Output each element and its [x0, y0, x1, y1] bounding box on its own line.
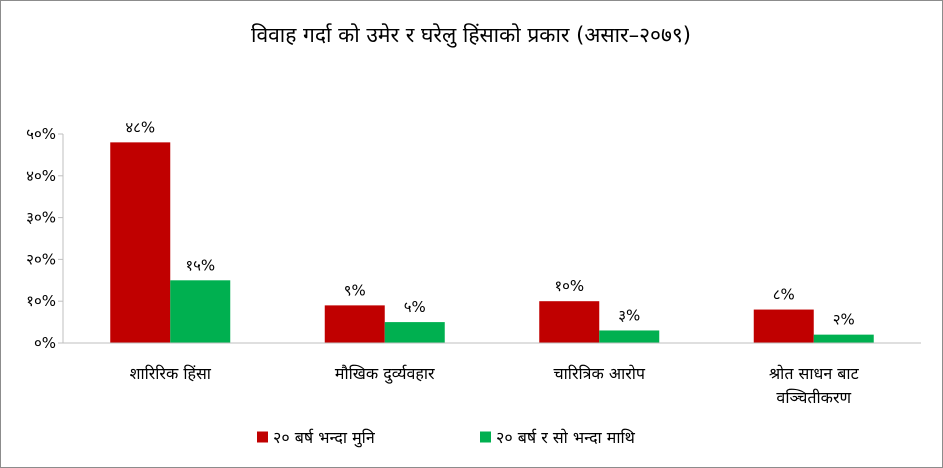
bars [110, 142, 874, 343]
legend: २० बर्ष भन्दा मुनि २० बर्ष र सो भन्दा माथ… [257, 428, 636, 448]
y-tick-label: ३०% [26, 209, 56, 227]
chart-title: विवाह गर्दा को उमेर र घरेलु हिंसाको प्रक… [251, 23, 691, 48]
legend-swatch-20-and-above [480, 431, 491, 443]
category-label: श्रोत साधन बाट [769, 364, 860, 383]
y-tick-label: ०% [34, 334, 56, 352]
data-label: ४८% [125, 118, 155, 136]
legend-label: २० बर्ष भन्दा मुनि [273, 428, 376, 448]
data-label: ५% [404, 298, 426, 316]
y-axis: ०% १०% २०% ३०% ४०% ५०% [26, 125, 64, 352]
bar-under-20 [539, 301, 600, 343]
data-label: ३% [618, 306, 640, 324]
bar-20-and-above [813, 334, 874, 343]
category-label: शारिरिक हिंसा [130, 364, 212, 383]
data-label: ८% [773, 286, 795, 304]
data-label: २% [833, 311, 855, 329]
bar-under-20 [110, 142, 171, 343]
x-axis: शारिरिक हिंसा मौखिक दुर्व्यवहार चारित्रिक … [63, 342, 921, 407]
data-label: ९% [344, 281, 366, 299]
data-label: १०% [554, 277, 584, 295]
y-tick-label: १०% [26, 292, 56, 310]
category-label: मौखिक दुर्व्यवहार [335, 364, 435, 384]
data-label: १५% [185, 256, 215, 274]
y-tick-label: ५०% [26, 125, 56, 143]
bar-20-and-above [384, 322, 445, 343]
bar-20-and-above [170, 280, 231, 343]
legend-label: २० बर्ष र सो भन्दा माथि [496, 428, 636, 447]
bar-under-20 [753, 309, 814, 343]
bar-20-and-above [599, 330, 660, 343]
category-label: चारित्रिक आरोप [554, 364, 646, 383]
category-label: वञ्चितीकरण [776, 388, 851, 407]
legend-swatch-under-20 [257, 431, 268, 443]
data-labels: ४८% १५% ९% ५% १०% ३% ८% २% [125, 118, 854, 328]
bar-under-20 [324, 305, 385, 343]
y-tick-label: २०% [26, 250, 56, 268]
y-tick-label: ४०% [26, 167, 56, 185]
